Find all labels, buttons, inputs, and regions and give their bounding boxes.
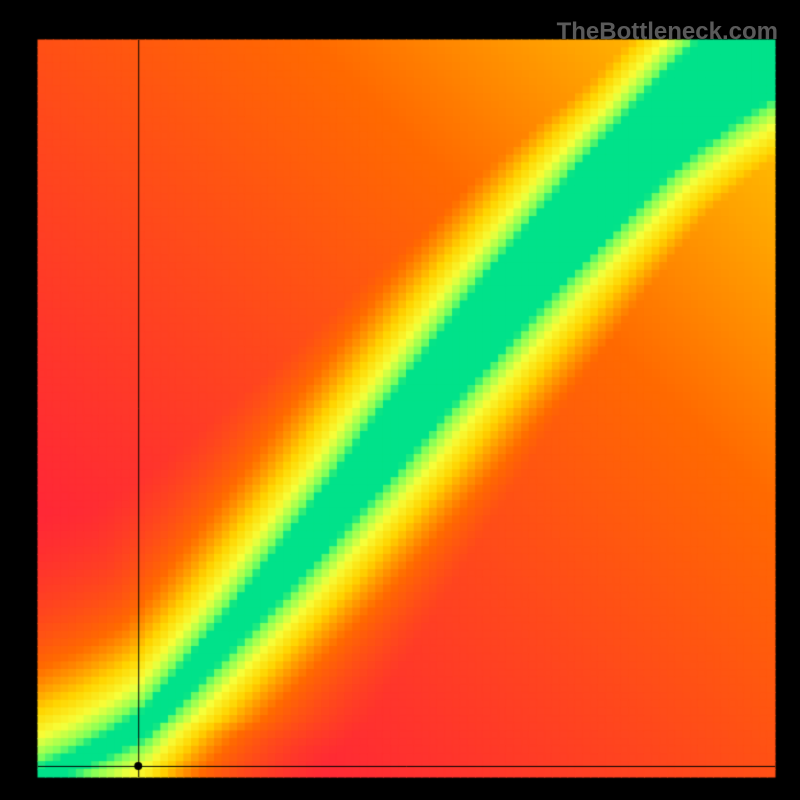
bottleneck-heatmap-canvas: [0, 0, 800, 800]
plot-container: TheBottleneck.com: [0, 0, 800, 800]
watermark-label: TheBottleneck.com: [557, 18, 778, 46]
